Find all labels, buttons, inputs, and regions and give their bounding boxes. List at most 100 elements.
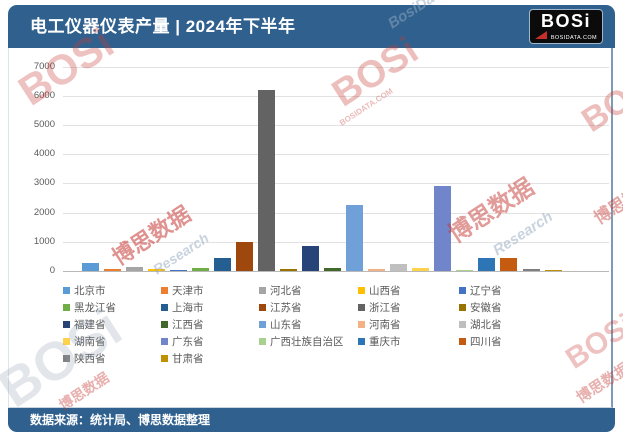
bar-江西省 — [324, 268, 342, 271]
bosi-logo-text: BOSi — [540, 11, 591, 31]
data-source-text: 数据来源：统计局、博思数据整理 — [30, 413, 211, 427]
gridline — [63, 125, 609, 126]
legend-swatch-icon — [358, 338, 365, 345]
legend-swatch-icon — [63, 304, 70, 311]
legend-item-四川省: 四川省 — [459, 336, 609, 348]
y-axis-tick-label: 5000 — [33, 119, 55, 130]
legend-label: 江苏省 — [270, 302, 302, 314]
legend-swatch-icon — [459, 304, 466, 311]
gridline — [63, 154, 609, 156]
bar-湖南省 — [412, 267, 430, 271]
bar-广西壮族自治区 — [456, 269, 474, 271]
legend-item-河北省: 河北省 — [259, 285, 358, 297]
gridline — [63, 212, 609, 214]
legend-label: 山西省 — [369, 285, 401, 297]
bar-河北省 — [125, 267, 143, 271]
y-axis-tick-label: 6000 — [33, 89, 55, 101]
bosi-logo: BOSi BOSIDATA.COM — [530, 10, 602, 43]
legend-item-上海市: 上海市 — [161, 302, 259, 314]
bar-山西省 — [147, 269, 165, 271]
bar-北京市 — [81, 262, 99, 271]
y-axis-tick-label: 0 — [49, 265, 55, 276]
legend-label: 广东省 — [172, 336, 204, 348]
y-axis-tick-label: 4000 — [33, 148, 55, 160]
legend-swatch-icon — [161, 304, 168, 311]
legend-swatch-icon — [161, 287, 168, 294]
legend-label: 湖南省 — [74, 336, 106, 348]
legend-swatch-icon — [63, 338, 70, 345]
legend-swatch-icon — [459, 338, 466, 345]
legend-item-黑龙江省: 黑龙江省 — [63, 302, 161, 314]
legend-label: 陕西省 — [74, 353, 106, 365]
legend-label: 江西省 — [172, 319, 204, 331]
y-axis-tick-label: 2000 — [33, 206, 55, 218]
legend-item-广西壮族自治区: 广西壮族自治区 — [259, 336, 358, 348]
legend-label: 重庆市 — [369, 336, 401, 348]
legend-item-山西省: 山西省 — [358, 285, 459, 297]
legend-item-江苏省: 江苏省 — [259, 302, 358, 314]
bar-上海市 — [213, 258, 231, 271]
legend-item-江西省: 江西省 — [161, 319, 259, 331]
legend-label: 福建省 — [74, 319, 106, 331]
y-axis-tick-label: 3000 — [33, 177, 55, 189]
legend-swatch-icon — [459, 321, 466, 328]
legend-swatch-icon — [63, 287, 70, 294]
x-axis-line — [63, 271, 609, 272]
bar-甘肃省 — [544, 269, 562, 271]
legend-item-甘肃省: 甘肃省 — [161, 353, 259, 365]
bar-浙江省 — [257, 90, 275, 271]
report-header: 电工仪器仪表产量 | 2024年下半年 BOSi BOSIDATA.COM — [8, 5, 615, 48]
legend-label: 浙江省 — [369, 302, 401, 314]
legend-swatch-icon — [63, 321, 70, 328]
legend-swatch-icon — [358, 321, 365, 328]
legend-swatch-icon — [259, 287, 266, 294]
legend-label: 河北省 — [270, 285, 302, 297]
legend-item-陕西省: 陕西省 — [63, 353, 161, 365]
bar-辽宁省 — [169, 269, 187, 271]
legend-item-湖南省: 湖南省 — [63, 336, 161, 348]
legend-swatch-icon — [459, 287, 466, 294]
bar-陕西省 — [522, 268, 540, 271]
bar-chart: 北京市 天津市 河北省 山西省 辽宁省 黑龙江省 上海市 江苏省 浙江省 安徽省 福建省 江西省 山东省… — [8, 48, 613, 408]
chart-legend: 北京市 天津市 河北省 山西省 辽宁省 黑龙江省 上海市 江苏省 浙江省 安徽省 福建省 江西省 山东省… — [63, 285, 609, 365]
bar-江苏省 — [235, 241, 253, 271]
legend-label: 甘肃省 — [172, 353, 204, 365]
legend-swatch-icon — [63, 355, 70, 362]
legend-item-山东省: 山东省 — [259, 319, 358, 331]
gridline — [63, 95, 609, 97]
legend-swatch-icon — [358, 287, 365, 294]
bosi-logo-triangle-icon — [535, 31, 547, 39]
legend-swatch-icon — [259, 321, 266, 328]
legend-swatch-icon — [358, 304, 365, 311]
legend-item-河南省: 河南省 — [358, 319, 459, 331]
legend-label: 北京市 — [74, 285, 106, 297]
legend-swatch-icon — [259, 304, 266, 311]
bar-重庆市 — [478, 258, 496, 271]
bar-湖北省 — [390, 264, 408, 271]
legend-swatch-icon — [161, 355, 168, 362]
legend-item-广东省: 广东省 — [161, 336, 259, 348]
legend-label: 黑龙江省 — [74, 302, 116, 314]
legend-item-辽宁省: 辽宁省 — [459, 285, 609, 297]
report-footer: 数据来源：统计局、博思数据整理 — [8, 408, 615, 432]
bar-福建省 — [302, 246, 319, 271]
bar-河南省 — [368, 269, 386, 271]
legend-item-福建省: 福建省 — [63, 319, 161, 331]
legend-swatch-icon — [259, 338, 266, 345]
bar-安徽省 — [280, 268, 297, 271]
legend-swatch-icon — [161, 321, 168, 328]
legend-item-安徽省: 安徽省 — [459, 302, 609, 314]
legend-swatch-icon — [161, 338, 168, 345]
legend-item-北京市: 北京市 — [63, 285, 161, 297]
gridline — [63, 66, 609, 68]
gridline — [63, 241, 609, 243]
legend-label: 山东省 — [270, 319, 302, 331]
bar-广东省 — [434, 186, 452, 271]
legend-label: 四川省 — [470, 336, 502, 348]
y-axis-tick-label: 7000 — [33, 60, 55, 72]
legend-label: 河南省 — [369, 319, 401, 331]
legend-item-重庆市: 重庆市 — [358, 336, 459, 348]
bar-天津市 — [103, 269, 121, 271]
y-axis-tick-label: 1000 — [33, 235, 55, 247]
